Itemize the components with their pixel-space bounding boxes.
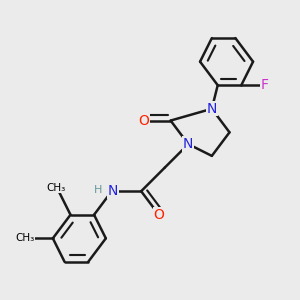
Text: CH₃: CH₃ bbox=[46, 183, 65, 193]
Text: O: O bbox=[139, 114, 149, 128]
Text: N: N bbox=[108, 184, 119, 198]
Text: F: F bbox=[261, 78, 269, 92]
Text: O: O bbox=[153, 208, 164, 222]
Text: N: N bbox=[207, 102, 217, 116]
Text: N: N bbox=[183, 137, 194, 151]
Text: H: H bbox=[93, 185, 102, 195]
Text: CH₃: CH₃ bbox=[15, 233, 34, 243]
